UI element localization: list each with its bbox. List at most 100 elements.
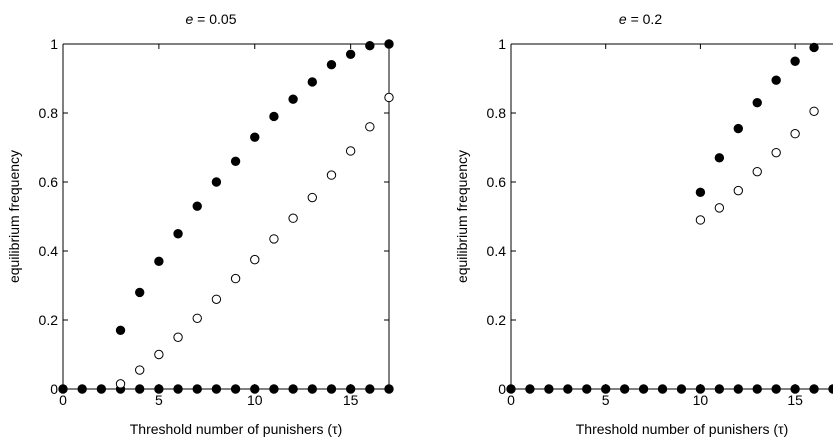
series-2 <box>115 92 394 389</box>
x-axis-label-left: Threshold number of punishers (τ) <box>130 421 343 437</box>
open-data-point <box>345 146 356 156</box>
filled-data-point <box>657 384 668 394</box>
open-data-point <box>714 203 725 213</box>
x-tick-label: 15 <box>787 392 803 408</box>
x-tick-label: 5 <box>155 392 163 408</box>
filled-data-point <box>619 384 630 394</box>
y-axis-label-left: equilibrium frequency <box>6 150 22 283</box>
series-2 <box>695 106 819 225</box>
chart-title-right: e = 0.2 <box>619 11 662 27</box>
filled-data-point <box>676 384 687 394</box>
filled-data-point <box>733 384 743 394</box>
x-tick-label: 10 <box>693 392 709 408</box>
filled-data-point <box>506 384 516 394</box>
title-var: e <box>185 11 193 27</box>
series-0 <box>506 384 833 394</box>
filled-data-point <box>173 384 183 394</box>
open-data-point <box>752 166 762 177</box>
axes-frame <box>62 43 390 390</box>
open-data-point <box>771 147 781 158</box>
open-data-point <box>384 92 394 103</box>
y-tick-label: 0.8 <box>487 105 507 121</box>
chart-panel-left: e = 0.05 equilibrium frequency Threshold… <box>6 11 394 437</box>
filled-data-point <box>714 384 725 394</box>
series-1 <box>115 39 394 336</box>
filled-data-point <box>77 384 87 394</box>
x-tick-label: 5 <box>602 392 610 408</box>
open-data-point <box>269 234 279 244</box>
chart-title-left: e = 0.05 <box>185 11 236 27</box>
x-axis-label-right: Threshold number of punishers (τ) <box>576 421 789 437</box>
filled-data-point <box>345 49 356 60</box>
title-value: = 0.05 <box>197 11 237 27</box>
filled-data-point <box>250 384 260 394</box>
filled-data-point <box>733 123 743 134</box>
filled-data-point <box>250 132 260 142</box>
y-tick-label: 0.6 <box>39 174 59 190</box>
title-var: e <box>619 11 627 27</box>
filled-data-point <box>544 384 554 394</box>
y-tick-label: 0 <box>498 381 506 397</box>
filled-data-point <box>771 75 781 85</box>
filled-data-point <box>154 256 164 267</box>
filled-data-point <box>638 384 649 394</box>
open-data-point <box>154 349 164 360</box>
filled-data-point <box>345 384 356 394</box>
filled-data-point <box>582 384 592 394</box>
y-tick-label: 0.2 <box>39 312 59 328</box>
y-axis-label-right: equilibrium frequency <box>454 150 470 283</box>
axes-frame <box>510 43 833 390</box>
x-tick-label: 15 <box>343 392 359 408</box>
filled-data-point <box>601 384 611 394</box>
y-tick-label: 1 <box>498 36 506 52</box>
series-0 <box>58 384 394 394</box>
filled-data-point <box>192 201 202 211</box>
open-data-point <box>326 170 337 180</box>
filled-data-point <box>211 177 222 187</box>
filled-data-point <box>384 384 394 394</box>
x-tick-label: 0 <box>507 392 515 408</box>
series-1 <box>695 42 819 198</box>
open-data-point <box>809 106 819 116</box>
filled-data-point <box>525 384 535 394</box>
y-tick-label: 0.6 <box>487 174 507 190</box>
open-data-point <box>790 129 800 139</box>
open-data-point <box>115 379 126 389</box>
filled-data-point <box>326 384 337 394</box>
open-data-point <box>250 254 260 265</box>
open-data-point <box>695 215 706 225</box>
filled-data-point <box>211 384 222 394</box>
x-tick-label: 10 <box>247 392 263 408</box>
open-data-point <box>288 213 298 223</box>
filled-data-point <box>809 42 819 53</box>
filled-data-point <box>307 77 317 87</box>
filled-data-point <box>809 384 819 394</box>
open-data-point <box>192 313 202 323</box>
open-data-point <box>211 294 222 304</box>
filled-data-point <box>135 384 145 394</box>
open-data-point <box>307 192 317 203</box>
y-tick-label: 0.4 <box>487 243 507 259</box>
filled-data-point <box>269 384 279 394</box>
y-tick-label: 1 <box>50 36 58 52</box>
title-value: = 0.2 <box>631 11 663 27</box>
filled-data-point <box>269 111 279 122</box>
filled-data-point <box>115 325 126 336</box>
open-data-point <box>733 185 743 196</box>
filled-data-point <box>135 287 145 298</box>
filled-data-point <box>790 56 800 66</box>
filled-data-point <box>752 97 762 108</box>
filled-data-point <box>230 384 241 394</box>
filled-data-point <box>288 94 298 104</box>
y-tick-label: 0.4 <box>39 243 59 259</box>
filled-data-point <box>695 187 706 198</box>
filled-data-point <box>96 384 107 394</box>
filled-data-point <box>365 41 375 51</box>
filled-data-point <box>326 59 337 70</box>
filled-data-point <box>790 384 800 394</box>
filled-data-point <box>154 384 164 394</box>
open-data-point <box>173 332 183 342</box>
open-data-point <box>135 365 145 375</box>
filled-data-point <box>828 384 833 394</box>
